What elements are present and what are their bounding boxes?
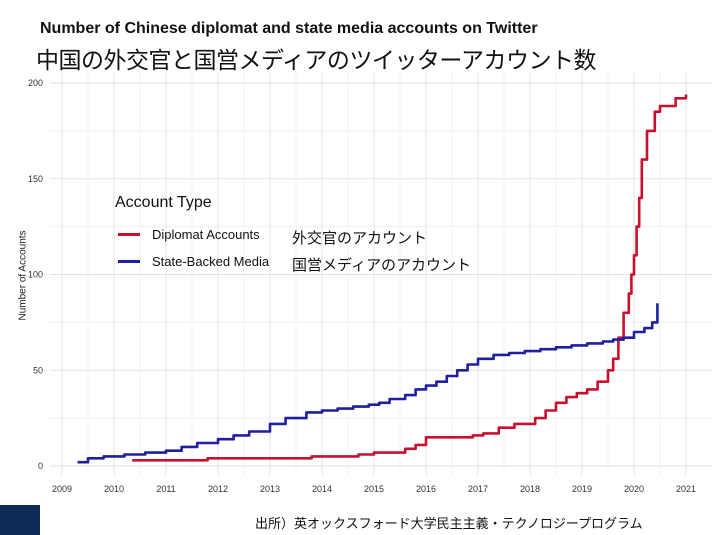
series-line-diplomat [132, 94, 688, 462]
chart-title-ja: 中国の外交官と国営メディアのツイッターアカウント数 [36, 48, 596, 74]
x-tick-label: 2020 [624, 484, 644, 494]
x-tick-label: 2013 [260, 484, 280, 494]
source-note: 出所）英オックスフォード大学民主主義・テクノロジープログラム [255, 517, 643, 532]
legend-label-diplomat: Diplomat Accounts [152, 226, 260, 242]
legend-swatch-diplomat [118, 232, 140, 236]
x-tick-label: 2018 [520, 484, 540, 494]
legend-title: Account Type [115, 194, 212, 211]
legend-label-diplomat-ja: 外交官のアカウント [292, 229, 428, 247]
grid-layer [50, 72, 712, 475]
x-tick-label: 2017 [468, 484, 488, 494]
x-tick-label: 2010 [104, 484, 124, 494]
x-tick-label: 2014 [312, 484, 332, 494]
legend-label-media: State-Backed Media [152, 253, 270, 269]
legend-item-diplomat: Diplomat Accounts [118, 226, 260, 242]
x-tick-label: 2011 [156, 484, 175, 494]
y-tick-label: 150 [28, 174, 43, 184]
series-line-media [77, 303, 659, 464]
x-tick-label: 2015 [364, 484, 384, 494]
x-tick-label: 2012 [208, 484, 228, 494]
x-tick-label: 2016 [416, 484, 436, 494]
tick-layer: 2009 2010 2011 2012 2013 2014 2015 2016 2017 2018… [28, 78, 696, 494]
legend-swatch-media [118, 259, 140, 263]
plot-background [50, 72, 712, 475]
x-tick-label: 2019 [572, 484, 592, 494]
x-tick-label: 2021 [676, 484, 696, 494]
y-axis-label: Number of Accounts [17, 230, 29, 321]
logo [0, 505, 40, 535]
y-tick-label: 200 [28, 78, 43, 88]
x-tick-label: 2009 [52, 484, 72, 494]
series-layer [77, 94, 688, 464]
legend-label-media-ja: 国営メディアのアカウント [292, 256, 471, 274]
y-tick-label: 100 [28, 270, 43, 280]
y-tick-label: 0 [38, 461, 43, 471]
chart-title-en: Number of Chinese diplomat and state med… [40, 20, 538, 37]
y-tick-label: 50 [33, 365, 43, 375]
legend-item-media: State-Backed Media [118, 253, 269, 269]
